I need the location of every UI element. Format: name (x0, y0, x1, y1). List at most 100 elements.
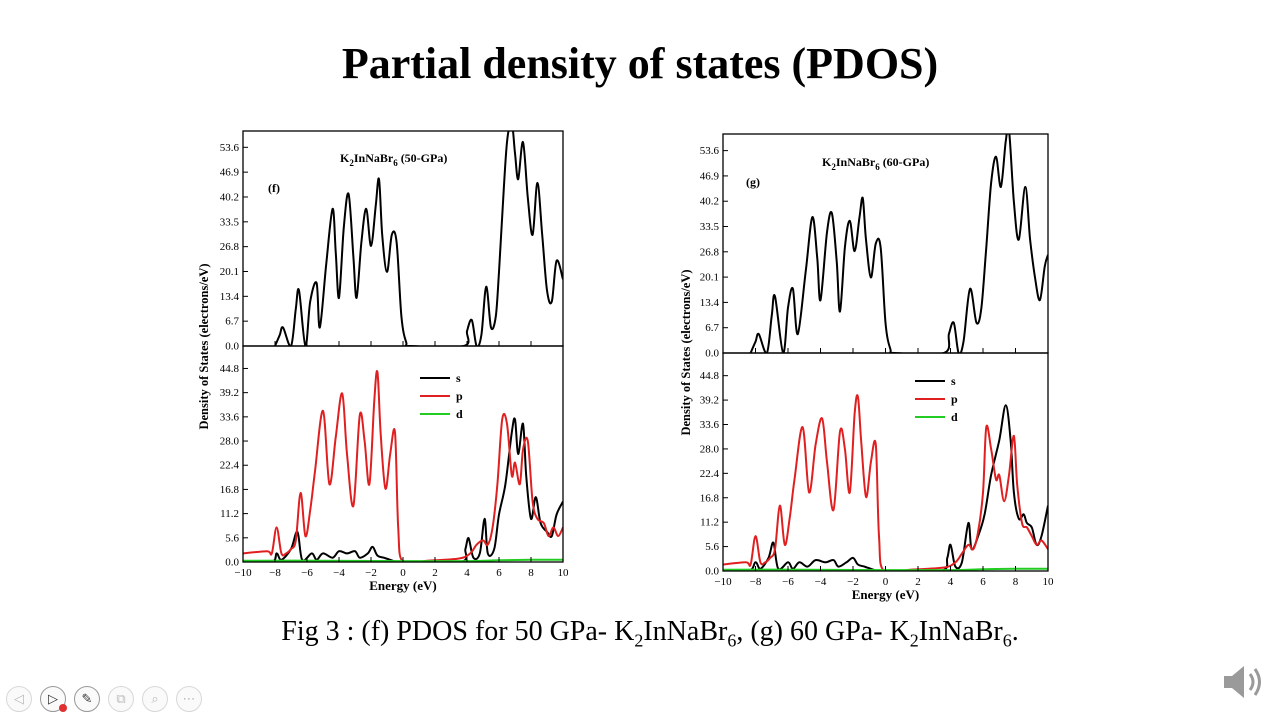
bottom-panel-ytick-label: 16.8 (700, 492, 720, 504)
compound-sub-1: 2 (349, 158, 354, 168)
compound-sub-2: 6 (875, 162, 880, 172)
legend-label-s: s (951, 374, 956, 388)
presentation-toolbar: ◁ ▷ ✎ ⧉ ⌕ ⋯ (6, 686, 202, 716)
top-panel-line-total (274, 131, 563, 346)
top-panel-ytick-label: 46.9 (700, 170, 720, 182)
legend-label-s: s (456, 371, 461, 385)
xtick-label: 8 (528, 567, 534, 579)
y-axis-label: Density of States (electrons/eV) (197, 263, 211, 429)
top-panel-ytick-label: 13.4 (700, 297, 720, 309)
zoom-icon[interactable]: ⌕ (142, 686, 168, 712)
bottom-panel-ytick-label: 33.6 (220, 411, 240, 423)
xtick-label: 8 (1013, 576, 1019, 588)
speaker-icon[interactable] (1220, 662, 1266, 702)
bottom-panel-ytick-label: 11.2 (220, 508, 239, 520)
caption-text-2: InNaBr (643, 616, 728, 647)
compound-pre: K (822, 155, 832, 169)
bottom-panel-ytick-label: 44.8 (700, 370, 720, 382)
slide-title: Partial density of states (PDOS) (341, 39, 939, 88)
xtick-label: −8 (750, 576, 762, 588)
back-arrow-icon[interactable]: ◁ (6, 686, 32, 712)
top-panel-ytick-label: 26.8 (700, 246, 720, 258)
figure-caption: Fig 3 : (f) PDOS for 50 GPa- K2InNaBr6, … (0, 616, 1280, 652)
compound-pre: K (340, 151, 350, 165)
legend-label-d: d (951, 410, 958, 424)
bottom-panel-line-p (243, 369, 563, 562)
compound-post: (60-GPa) (880, 155, 930, 169)
legend-label-p: p (456, 389, 463, 403)
xtick-label: 4 (948, 576, 954, 588)
caption-sub-2: 6 (727, 630, 737, 651)
caption-sub-3: 2 (909, 630, 919, 651)
xtick-label: 10 (1043, 576, 1055, 588)
top-panel-ytick-label: 53.6 (220, 142, 240, 154)
bottom-panel-line-s (723, 404, 1048, 571)
xtick-label: −4 (815, 576, 827, 588)
bottom-panel-series-group (723, 394, 1048, 571)
xtick-label: 6 (980, 576, 986, 588)
record-indicator (59, 704, 67, 712)
x-axis-label: Energy (eV) (369, 578, 437, 593)
bottom-panel-series-group (243, 369, 563, 562)
more-icon[interactable]: ⋯ (176, 686, 202, 712)
bottom-panel-ytick-label: 16.8 (220, 484, 240, 496)
bottom-panel-ytick-label: 0.0 (705, 566, 719, 578)
play-glyph: ▷ (48, 691, 58, 707)
top-panel-ytick-label: 26.8 (220, 241, 240, 253)
caption-text-4: InNaBr (918, 616, 1003, 647)
pdos-chart-50gpa: 0.0 6.7 13.4 20.1 26.8 33.5 40.2 46.9 53.6 0.0 5.6… (197, 130, 570, 593)
xtick-label: −10 (234, 567, 252, 579)
y-axis-label: Density of States (electrons/eV) (679, 269, 693, 435)
xtick-label: −10 (714, 576, 732, 588)
legend-label-d: d (456, 407, 463, 421)
x-axis-label: Energy (eV) (852, 587, 920, 602)
compound-post: (50-GPa) (398, 151, 448, 165)
xtick-label: −2 (847, 576, 859, 588)
xtick-label: −8 (269, 567, 281, 579)
top-panel-ytick-label: 53.6 (700, 145, 720, 157)
bottom-panel-ytick-label: 5.6 (225, 532, 239, 544)
top-panel-ytick-label: 6.7 (225, 316, 239, 328)
caption-text-3: , (g) 60 GPa- K (736, 616, 910, 647)
top-panel-ytick-label: 46.9 (220, 167, 240, 179)
play-icon[interactable]: ▷ (40, 686, 67, 712)
copy-icon[interactable]: ⧉ (108, 686, 134, 712)
panel-label: (g) (746, 175, 760, 189)
bottom-panel-line-p (723, 394, 1048, 571)
panel-label: (f) (268, 181, 280, 195)
bottom-panel-line-s (243, 417, 563, 562)
top-panel-ytick-label: 33.5 (700, 221, 720, 233)
bottom-panel-ytick-label: 0.0 (225, 557, 239, 569)
top-panel-ytick-label: 0.0 (705, 348, 719, 360)
top-panel-ytick-label: 40.2 (220, 191, 239, 203)
xtick-label: 2 (432, 567, 438, 579)
xtick-label: −2 (365, 567, 377, 579)
top-panel-series-group (274, 131, 563, 346)
xtick-label: −6 (301, 567, 313, 579)
xtick-label: 0 (883, 576, 889, 588)
compound-mid: InNaBr (354, 151, 394, 165)
top-panel-ytick-label: 40.2 (700, 196, 719, 208)
bottom-panel-ytick-label: 5.6 (705, 541, 719, 553)
bottom-panel-ytick-label: 28.0 (220, 436, 240, 448)
bottom-panel-ytick-label: 22.4 (700, 468, 720, 480)
xtick-label: 0 (400, 567, 406, 579)
top-panel-ytick-label: 0.0 (225, 341, 239, 353)
pdos-chart-60gpa: 0.0 6.7 13.4 20.1 26.8 33.5 40.2 46.9 53.6 0.0 5.6… (679, 133, 1055, 602)
xtick-label: 4 (464, 567, 470, 579)
caption-text-5: . (1011, 616, 1019, 647)
compound-sub-2: 6 (393, 158, 398, 168)
bottom-panel-ytick-label: 28.0 (700, 443, 720, 455)
xtick-label: −6 (782, 576, 794, 588)
compound-mid: InNaBr (836, 155, 876, 169)
top-panel-ytick-label: 6.7 (705, 322, 719, 334)
pen-icon[interactable]: ✎ (74, 686, 100, 712)
bottom-panel-ytick-label: 39.2 (220, 387, 239, 399)
caption-sub-4: 6 (1002, 630, 1012, 651)
bottom-panel-ytick-label: 39.2 (700, 395, 719, 407)
bottom-panel-ytick-label: 22.4 (220, 460, 240, 472)
xtick-label: 2 (915, 576, 921, 588)
xtick-label: 10 (558, 567, 570, 579)
caption-text-1: Fig 3 : (f) PDOS for 50 GPa- K (281, 616, 635, 647)
legend-label-p: p (951, 392, 958, 406)
